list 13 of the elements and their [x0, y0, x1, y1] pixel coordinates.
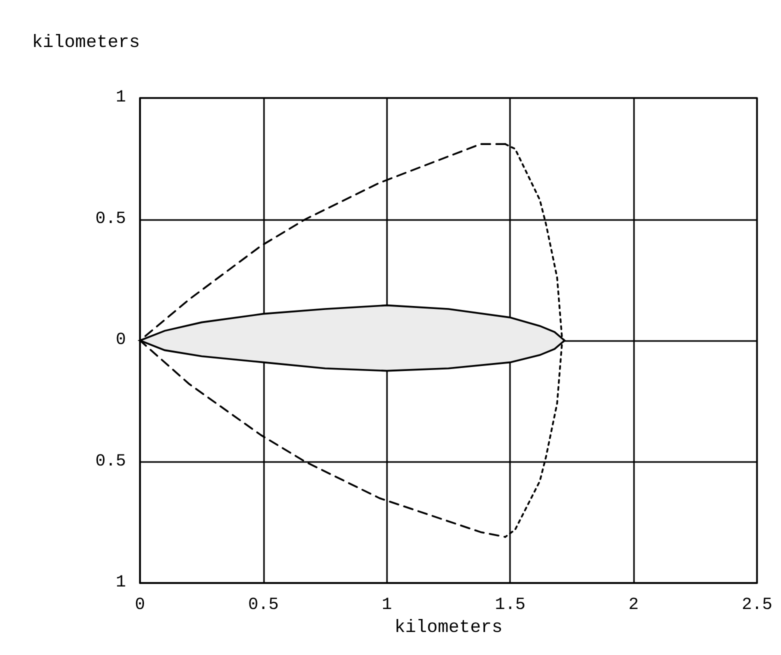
- x-tick-label: 0.5: [248, 596, 279, 615]
- x-tick-label: 0: [134, 596, 146, 615]
- y-tick-label: 0.5: [95, 210, 126, 229]
- x-tick-label: 2: [628, 596, 639, 615]
- x-tick-label: 2.5: [742, 596, 772, 615]
- y-tick-label: 0: [116, 331, 126, 350]
- x-tick-label: 1: [382, 596, 392, 615]
- y-axis-title: kilometers: [32, 33, 140, 53]
- y-tick-label: 1: [116, 574, 126, 592]
- y-tick-label: 1: [116, 88, 126, 108]
- y-tick-label: 0.5: [95, 452, 126, 472]
- x-tick-label: 1.5: [494, 596, 526, 615]
- x-axis-title: kilometers: [394, 618, 503, 638]
